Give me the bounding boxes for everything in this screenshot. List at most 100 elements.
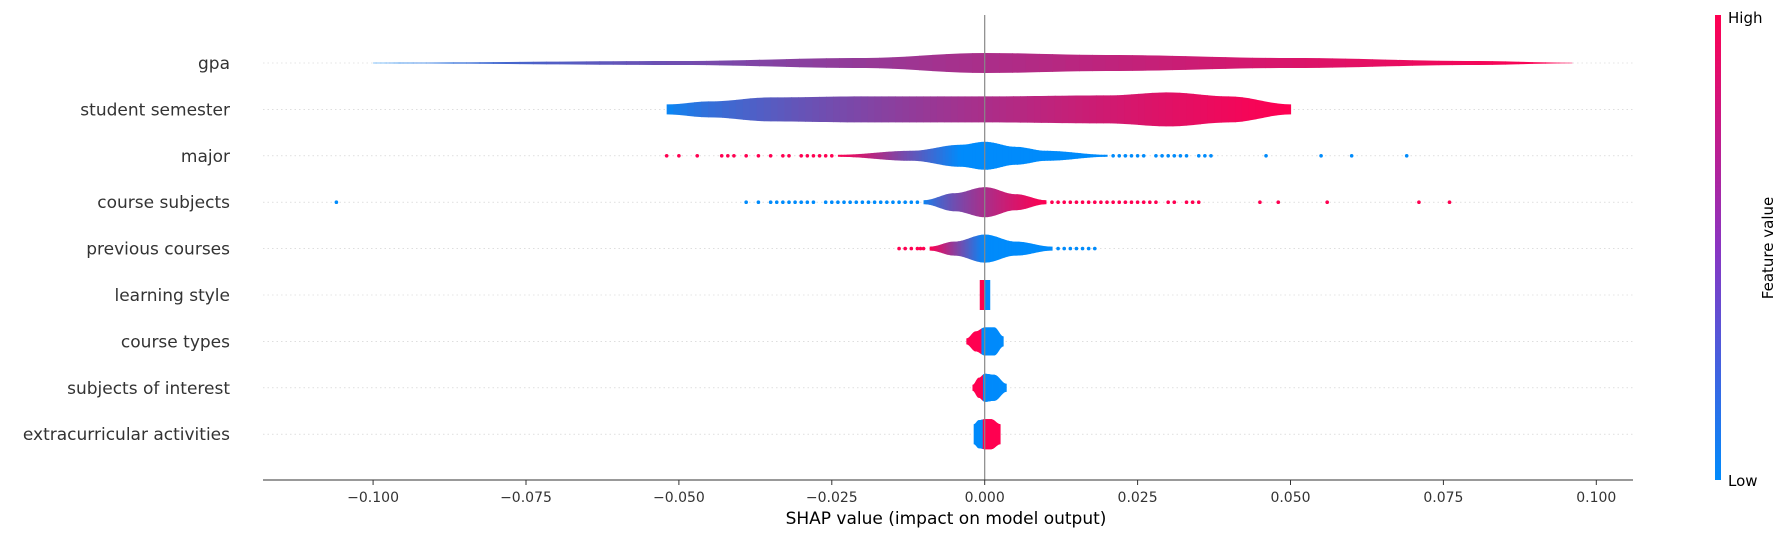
outlier-point — [1074, 246, 1079, 251]
violin-segment — [386, 62, 401, 64]
violin-segment — [1020, 96, 1028, 123]
violin-segment — [572, 61, 587, 65]
violin-segment — [990, 142, 994, 170]
violin-segment — [919, 54, 934, 72]
violin-segment — [1465, 60, 1480, 66]
outlier-point — [1056, 246, 1060, 251]
violin-segment — [948, 145, 953, 167]
outlier-point — [1086, 200, 1091, 204]
outlier-point — [1160, 154, 1164, 158]
violin-segment — [1065, 151, 1069, 160]
violin-segment — [735, 99, 744, 120]
violin-segment — [950, 96, 959, 123]
colorbar-low-label: Low — [1728, 472, 1758, 490]
violin-segment — [873, 152, 878, 159]
violin-segment — [1179, 92, 1188, 127]
violin-segment — [729, 99, 737, 119]
violin-segment — [945, 145, 950, 166]
outlier-point — [915, 246, 920, 251]
outlier-point — [1276, 200, 1281, 204]
violin-segment — [1545, 62, 1560, 64]
violin-segment — [1014, 146, 1018, 165]
violin-segment — [999, 53, 1014, 73]
outlier-point — [1166, 200, 1170, 204]
colorbar-gradient — [1715, 15, 1721, 480]
violin-segment — [559, 61, 574, 65]
violin-segment — [915, 150, 920, 162]
violin-segment — [1035, 149, 1039, 162]
outlier-point — [1258, 200, 1262, 204]
violin-segment — [1092, 54, 1107, 72]
violin-segment — [785, 58, 800, 68]
feature-label: previous courses — [86, 240, 230, 260]
violin-segment — [746, 59, 760, 67]
outlier-point — [854, 200, 859, 204]
outlier-point — [793, 200, 797, 204]
violin-segment — [888, 96, 897, 123]
x-tick-label: 0.050 — [1270, 490, 1310, 506]
outlier-point — [903, 200, 907, 204]
violin-segment — [732, 60, 747, 66]
violin-segment — [687, 102, 695, 117]
violin-segment — [1092, 154, 1096, 158]
violin-segment — [861, 153, 866, 158]
violin-segment — [759, 59, 774, 67]
violin-segment — [413, 62, 427, 64]
outlier-point — [1074, 200, 1079, 204]
outlier-point — [1062, 246, 1067, 251]
outlier-point — [781, 154, 785, 158]
violin-segment — [612, 61, 627, 65]
outlier-point — [1080, 246, 1085, 251]
violin-segment — [798, 97, 806, 122]
feature-label: student semester — [80, 100, 230, 120]
violin — [664, 141, 1409, 170]
outlier-point — [787, 154, 791, 158]
outlier-point — [1141, 154, 1146, 158]
outlier-point — [756, 200, 761, 204]
violin-segment — [1172, 55, 1187, 71]
outlier-point — [805, 154, 810, 158]
feature-label: learning style — [114, 286, 230, 306]
violin-segment — [864, 153, 869, 159]
violin-segment — [999, 424, 1001, 445]
violin-segment — [892, 56, 907, 70]
violin-segment — [1118, 55, 1133, 71]
violin-segment — [546, 61, 561, 65]
violin-segment — [1412, 60, 1426, 66]
x-tick-label: 0.100 — [1576, 490, 1616, 506]
violin — [666, 92, 1292, 127]
violin-segment — [599, 61, 614, 65]
violin-segment — [867, 96, 876, 123]
outlier-point — [1117, 200, 1122, 204]
violin-segment — [933, 147, 938, 164]
violin-segment — [1013, 96, 1021, 123]
outlier-point — [897, 246, 901, 251]
violin-segment — [479, 62, 494, 64]
x-tick-label: 0.075 — [1423, 490, 1463, 506]
violin-segment — [860, 96, 869, 123]
violin-segment — [673, 103, 682, 116]
violin-segment — [708, 101, 716, 118]
violins — [334, 53, 1573, 450]
violin-segment — [1068, 95, 1077, 124]
violin-segment — [1505, 61, 1520, 65]
violin-segment — [825, 58, 840, 68]
x-tick-label: 0.000 — [965, 490, 1005, 506]
violin — [897, 234, 1097, 263]
x-tick-label: 0.025 — [1118, 490, 1158, 506]
violin-segment — [1276, 103, 1285, 116]
outlier-point — [817, 154, 822, 158]
violin-segment — [506, 61, 521, 65]
violin-segment — [1059, 151, 1063, 161]
violin-segment — [812, 96, 820, 122]
violin-segment — [1358, 58, 1373, 68]
violin-segment — [909, 150, 914, 161]
violin-segment — [1044, 200, 1047, 205]
violin-segment — [1027, 96, 1035, 123]
violin-segment — [839, 58, 854, 68]
violin-segment — [1020, 147, 1024, 165]
violin-segment — [936, 96, 945, 123]
outlier-point — [842, 200, 846, 204]
violin-segment — [927, 148, 932, 163]
